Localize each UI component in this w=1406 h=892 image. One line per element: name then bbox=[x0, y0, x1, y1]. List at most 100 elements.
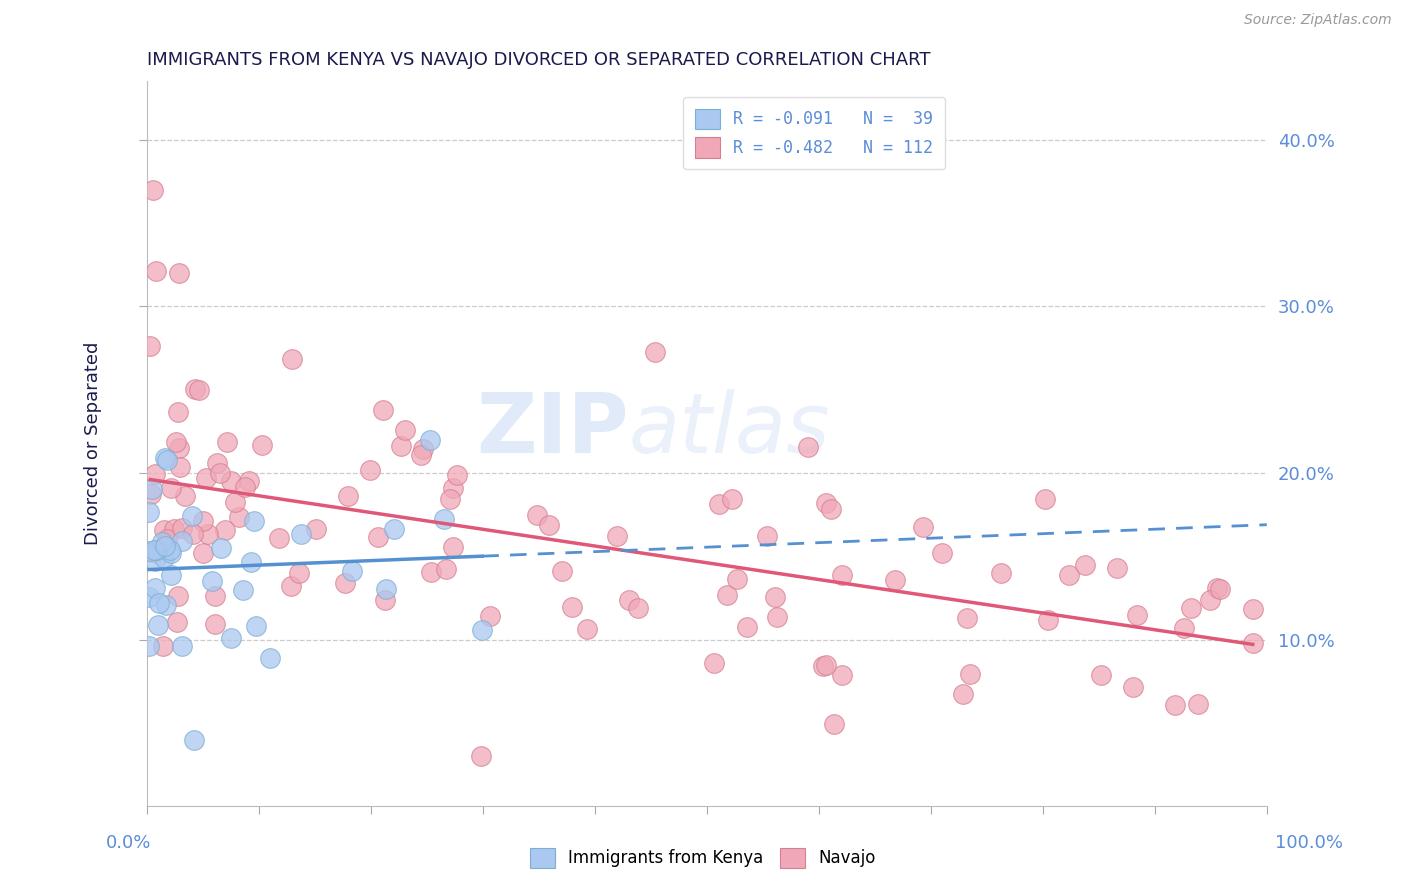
Point bbox=[956, 611, 979, 625]
Point bbox=[141, 482, 163, 496]
Point bbox=[146, 543, 169, 558]
Point bbox=[1173, 621, 1195, 635]
Point bbox=[191, 546, 214, 560]
Point bbox=[831, 668, 853, 682]
Point bbox=[159, 568, 181, 582]
Point bbox=[155, 540, 177, 554]
Point bbox=[143, 554, 166, 568]
Point bbox=[153, 550, 176, 565]
Point bbox=[142, 183, 165, 197]
Point bbox=[763, 591, 786, 605]
Point bbox=[252, 438, 274, 452]
Point bbox=[288, 566, 311, 581]
Point bbox=[337, 489, 360, 503]
Point bbox=[1090, 668, 1112, 682]
Text: Source: ZipAtlas.com: Source: ZipAtlas.com bbox=[1244, 13, 1392, 28]
Point bbox=[1057, 568, 1080, 582]
Point bbox=[219, 631, 242, 645]
Point bbox=[143, 581, 166, 595]
Point bbox=[152, 523, 174, 537]
Point bbox=[796, 440, 818, 454]
Point bbox=[766, 610, 789, 624]
Point bbox=[165, 434, 187, 449]
Point bbox=[470, 749, 492, 764]
Point bbox=[169, 442, 191, 456]
Point bbox=[831, 567, 853, 582]
Point bbox=[209, 541, 232, 556]
Point bbox=[170, 533, 193, 548]
Point bbox=[526, 508, 548, 523]
Point bbox=[156, 453, 179, 467]
Point bbox=[173, 489, 195, 503]
Point bbox=[1241, 602, 1264, 616]
Point bbox=[305, 522, 328, 536]
Point bbox=[139, 339, 162, 353]
Point bbox=[333, 576, 356, 591]
Point bbox=[820, 501, 842, 516]
Point bbox=[219, 474, 242, 488]
Point bbox=[367, 530, 389, 544]
Point bbox=[245, 619, 267, 633]
Point bbox=[184, 382, 207, 396]
Point bbox=[479, 609, 502, 624]
Point bbox=[990, 566, 1012, 580]
Point bbox=[159, 543, 181, 558]
Point bbox=[627, 601, 650, 615]
Point bbox=[170, 521, 193, 535]
Point bbox=[814, 496, 837, 510]
Text: 0.0%: 0.0% bbox=[105, 834, 150, 852]
Point bbox=[412, 442, 434, 456]
Y-axis label: Divorced or Separated: Divorced or Separated bbox=[84, 343, 103, 546]
Point bbox=[725, 572, 748, 586]
Point bbox=[617, 592, 640, 607]
Point bbox=[155, 598, 177, 612]
Point bbox=[575, 622, 598, 636]
Point bbox=[394, 423, 416, 437]
Point bbox=[382, 522, 405, 536]
Point bbox=[1163, 698, 1185, 712]
Point bbox=[280, 579, 302, 593]
Point bbox=[721, 492, 744, 507]
Point bbox=[959, 667, 981, 681]
Point bbox=[1187, 697, 1209, 711]
Point bbox=[1209, 582, 1232, 596]
Point bbox=[375, 582, 398, 596]
Point bbox=[538, 518, 561, 533]
Point bbox=[1180, 600, 1202, 615]
Point bbox=[138, 505, 160, 519]
Point bbox=[197, 527, 219, 541]
Point bbox=[443, 540, 465, 554]
Point bbox=[142, 545, 165, 559]
Point bbox=[1033, 491, 1056, 506]
Point bbox=[371, 403, 394, 417]
Point bbox=[439, 492, 461, 507]
Point bbox=[912, 520, 935, 534]
Point bbox=[162, 522, 184, 536]
Point bbox=[259, 651, 281, 665]
Point bbox=[153, 450, 176, 465]
Text: IMMIGRANTS FROM KENYA VS NAVAJO DIVORCED OR SEPARATED CORRELATION CHART: IMMIGRANTS FROM KENYA VS NAVAJO DIVORCED… bbox=[146, 51, 931, 69]
Point bbox=[150, 534, 173, 549]
Point bbox=[419, 433, 441, 447]
Point bbox=[1038, 613, 1060, 627]
Point bbox=[606, 529, 628, 543]
Point bbox=[167, 589, 190, 603]
Point bbox=[931, 546, 953, 560]
Point bbox=[551, 564, 574, 578]
Point bbox=[735, 619, 758, 633]
Point bbox=[139, 487, 162, 501]
Point bbox=[1122, 680, 1144, 694]
Point bbox=[644, 345, 666, 359]
Text: ZIP: ZIP bbox=[477, 389, 628, 470]
Point bbox=[215, 435, 238, 450]
Point bbox=[434, 562, 457, 576]
Point bbox=[208, 466, 231, 480]
Point bbox=[359, 463, 381, 477]
Point bbox=[703, 657, 725, 671]
Point bbox=[1126, 608, 1149, 623]
Point bbox=[180, 508, 202, 523]
Point bbox=[290, 527, 312, 541]
Point bbox=[389, 439, 412, 453]
Point bbox=[170, 639, 193, 653]
Point bbox=[201, 574, 224, 589]
